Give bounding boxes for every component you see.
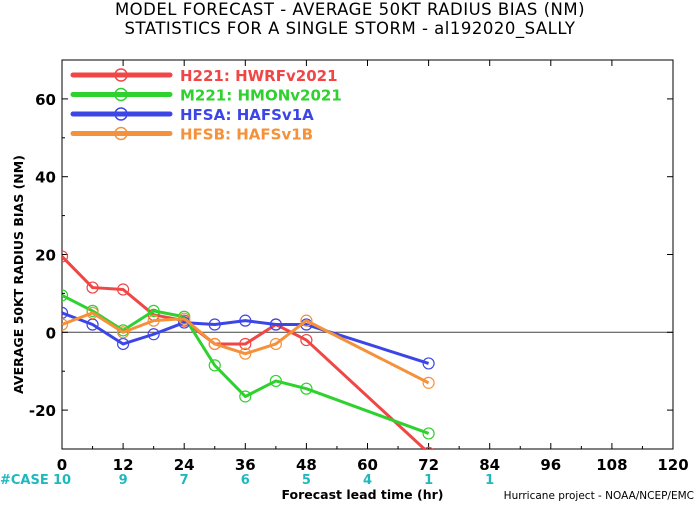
series-M221 [62, 289, 435, 440]
case-count: 5 [302, 473, 311, 488]
y-tick-label: 20 [35, 247, 56, 265]
x-tick-label: 12 [113, 456, 134, 474]
data-point [423, 446, 434, 449]
data-point [116, 283, 130, 296]
data-point [116, 337, 130, 351]
legend-label: H221: HWRFv2021 [180, 67, 338, 85]
x-tick-label: 108 [596, 456, 627, 474]
data-point [208, 337, 221, 351]
y-tick-label: 40 [35, 169, 56, 187]
case-count: 4 [363, 473, 372, 488]
x-tick-label: 96 [540, 456, 561, 474]
chart-subtitle: STATISTICS FOR A SINGLE STORM - al192020… [124, 19, 576, 38]
data-point [422, 357, 435, 370]
y-tick-label: 60 [35, 91, 56, 109]
series-line [62, 311, 430, 385]
case-count: 6 [241, 473, 250, 488]
data-point [239, 337, 252, 351]
case-count: 1 [424, 473, 433, 488]
data-point [239, 390, 252, 403]
legend-label: HFSB: HAFSv1B [180, 126, 313, 144]
legend-marker [114, 68, 128, 82]
legend-entry: HFSB: HAFSv1B [70, 126, 313, 144]
case-count: 9 [119, 473, 128, 488]
data-point [208, 318, 221, 331]
data-point [269, 337, 282, 351]
legend-label: M221: HMONv2021 [180, 87, 342, 105]
case-count: 10 [53, 473, 71, 488]
data-point [300, 382, 313, 395]
y-tick-label: 0 [46, 324, 56, 342]
data-point [86, 281, 99, 294]
legend-entry: H221: HWRFv2021 [70, 67, 338, 85]
series-line [62, 311, 430, 365]
legend-entry: HFSA: HAFSv1A [70, 106, 314, 124]
series-HFSA [62, 306, 435, 370]
data-point [300, 314, 313, 327]
case-label: #CASE [0, 473, 49, 488]
x-tick-label: 36 [235, 456, 256, 474]
data-point [147, 328, 160, 341]
data-point [147, 304, 160, 318]
data-point [178, 312, 191, 325]
legend-entry: M221: HMONv2021 [70, 87, 342, 105]
case-count: 7 [180, 473, 189, 488]
series-line [62, 294, 430, 435]
x-tick-label: 72 [418, 456, 439, 474]
data-point [62, 318, 69, 331]
legend-marker [114, 87, 128, 102]
data-point [422, 427, 435, 440]
data-point [208, 359, 221, 372]
y-tick-label: -20 [29, 402, 56, 420]
data-point [239, 347, 252, 360]
data-point [86, 306, 99, 319]
data-point [147, 314, 160, 327]
chart-title: MODEL FORECAST - AVERAGE 50KT RADIUS BIA… [114, 0, 586, 19]
data-point [62, 306, 69, 319]
legend-marker [114, 126, 128, 141]
plot-frame [61, 59, 674, 450]
x-tick-label: 48 [296, 456, 317, 474]
data-point [116, 326, 130, 339]
case-count: 1 [485, 473, 494, 488]
legend-marker [114, 107, 128, 121]
x-tick-label: 120 [657, 456, 688, 474]
data-point [239, 314, 252, 327]
data-point [269, 374, 282, 388]
x-tick-label: 84 [479, 456, 500, 474]
data-point [62, 289, 69, 302]
x-axis-label: Forecast lead time (hr) [282, 487, 444, 502]
data-point [300, 333, 313, 347]
data-point [62, 250, 69, 263]
data-point [269, 318, 282, 331]
data-point [422, 376, 435, 389]
credit-text: Hurricane project - NOAA/NCEP/EMC [503, 490, 694, 502]
series-HFSB [62, 306, 435, 389]
data-point [86, 318, 99, 331]
y-axis-label: AVERAGE 50KT RADIUS BIAS (NM) [11, 155, 26, 394]
x-tick-label: 24 [174, 456, 195, 474]
x-tick-label: 0 [57, 456, 67, 474]
legend-label: HFSA: HAFSv1A [180, 106, 314, 124]
x-tick-label: 60 [357, 456, 378, 474]
